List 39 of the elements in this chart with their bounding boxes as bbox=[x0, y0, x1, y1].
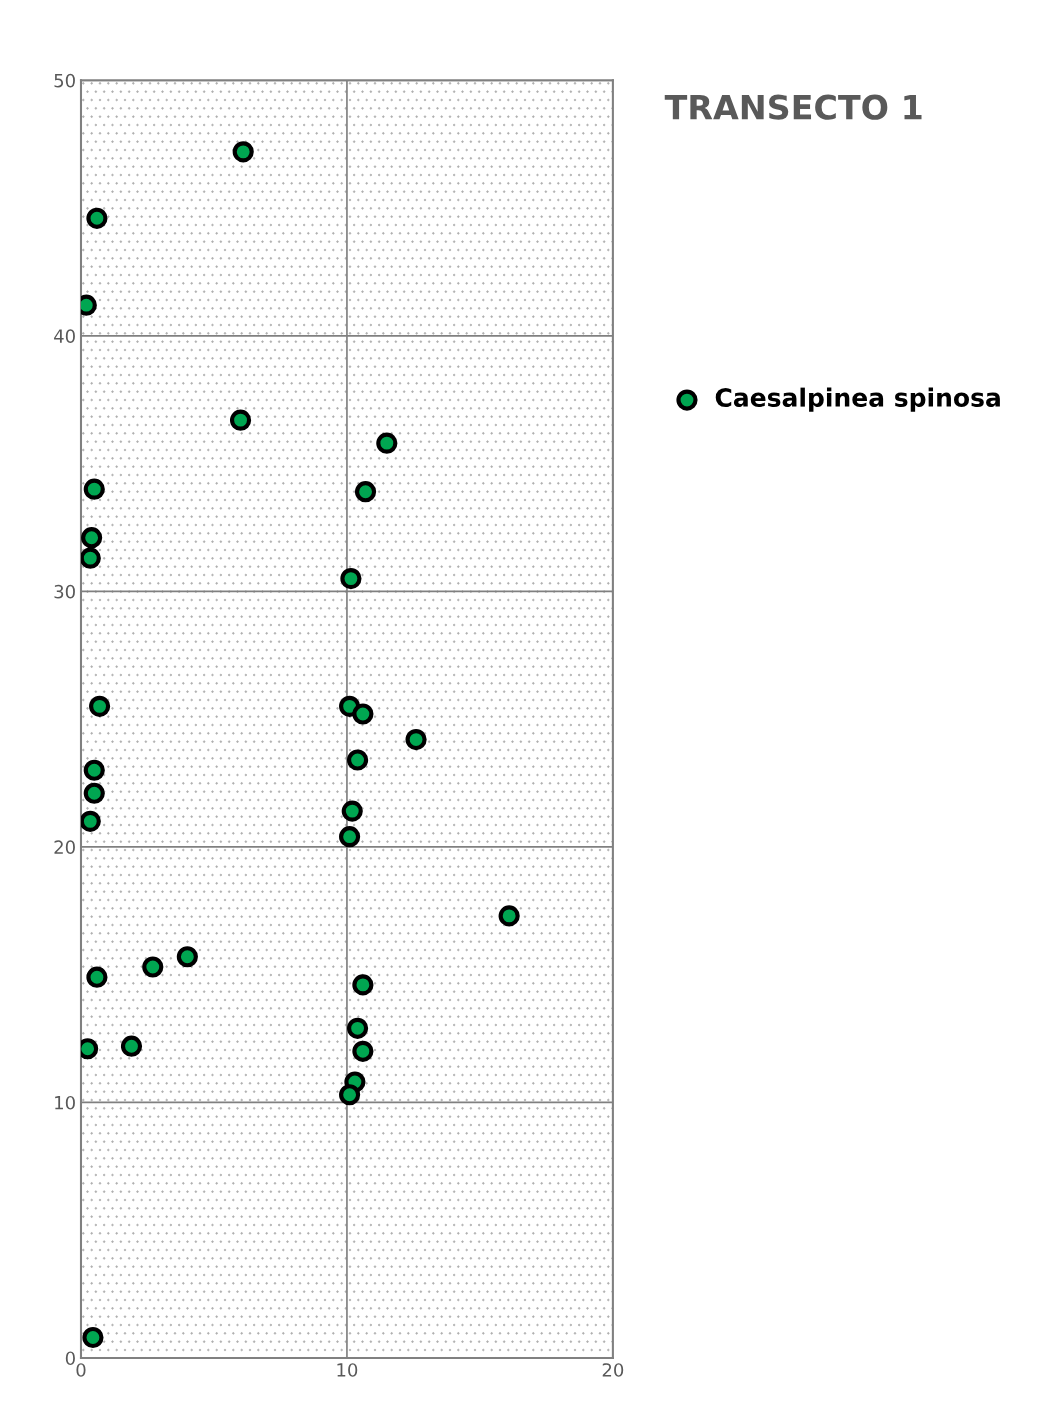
point bbox=[82, 1326, 104, 1349]
legend-label: Caesalpinea spinosa bbox=[715, 387, 1000, 412]
point bbox=[341, 800, 363, 822]
point bbox=[340, 567, 362, 590]
point bbox=[352, 1040, 374, 1062]
point bbox=[80, 547, 101, 569]
y-tick-label: 40 bbox=[54, 329, 75, 343]
point bbox=[80, 810, 101, 832]
point bbox=[83, 782, 105, 804]
point bbox=[142, 956, 164, 978]
point bbox=[346, 749, 369, 771]
point bbox=[83, 478, 105, 500]
point bbox=[83, 759, 105, 781]
point bbox=[405, 728, 427, 751]
x-tick-label: 20 bbox=[602, 1363, 624, 1377]
y-tick-label: 30 bbox=[54, 584, 75, 599]
point bbox=[229, 409, 252, 431]
point bbox=[339, 1084, 361, 1106]
point bbox=[81, 527, 103, 549]
point bbox=[120, 1035, 143, 1057]
point bbox=[339, 826, 361, 848]
point bbox=[232, 141, 254, 163]
y-tick-label: 50 bbox=[54, 73, 75, 88]
point bbox=[176, 946, 198, 968]
point bbox=[86, 207, 108, 229]
point bbox=[354, 481, 377, 503]
point bbox=[352, 703, 374, 725]
y-tick-label: 0 bbox=[65, 1351, 75, 1366]
text: TRANSECTO 1 bbox=[664, 94, 922, 120]
point bbox=[376, 432, 398, 454]
point bbox=[498, 905, 520, 927]
y-tick-label: 10 bbox=[55, 1095, 75, 1110]
x-tick-label: 10 bbox=[337, 1363, 358, 1377]
point bbox=[89, 695, 111, 717]
y-tick-label: 20 bbox=[54, 840, 75, 855]
point bbox=[86, 966, 108, 988]
x-tick-label: 0 bbox=[76, 1363, 86, 1377]
point bbox=[346, 1017, 369, 1039]
point bbox=[352, 974, 374, 996]
